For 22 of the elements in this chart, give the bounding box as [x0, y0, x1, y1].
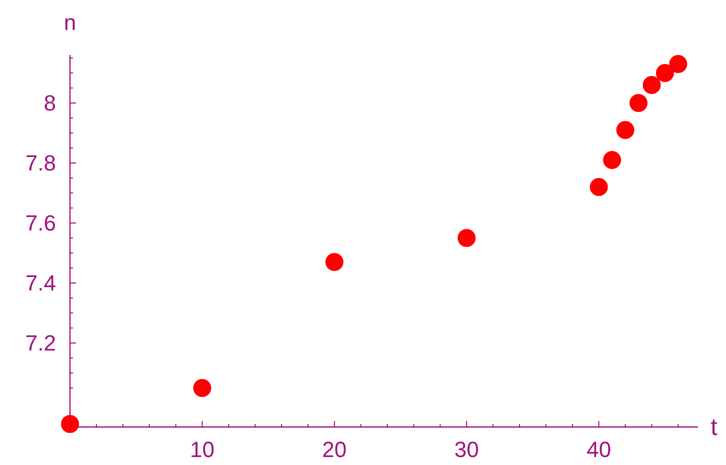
x-tick-label: 10	[190, 437, 214, 462]
y-tick-label: 7.6	[25, 210, 56, 236]
x-tick-label: 40	[586, 437, 612, 462]
point	[603, 151, 622, 169]
point	[656, 64, 674, 82]
point	[630, 94, 648, 112]
point	[61, 415, 79, 433]
y-axis-title: n	[64, 10, 76, 35]
y-tick-label: 8	[44, 90, 56, 116]
point	[669, 55, 688, 73]
point	[193, 379, 212, 397]
x-axis-title: t	[710, 414, 718, 441]
y-tick-label: 7.8	[25, 150, 56, 176]
x-tick-label: 20	[322, 437, 347, 462]
point	[616, 121, 634, 139]
point	[458, 229, 476, 247]
point	[325, 253, 344, 271]
point	[590, 178, 608, 196]
y-tick-label: 7.4	[25, 270, 56, 296]
x-tick-label: 30	[454, 437, 479, 462]
point	[642, 76, 661, 94]
y-tick-label: 7.2	[25, 330, 56, 356]
